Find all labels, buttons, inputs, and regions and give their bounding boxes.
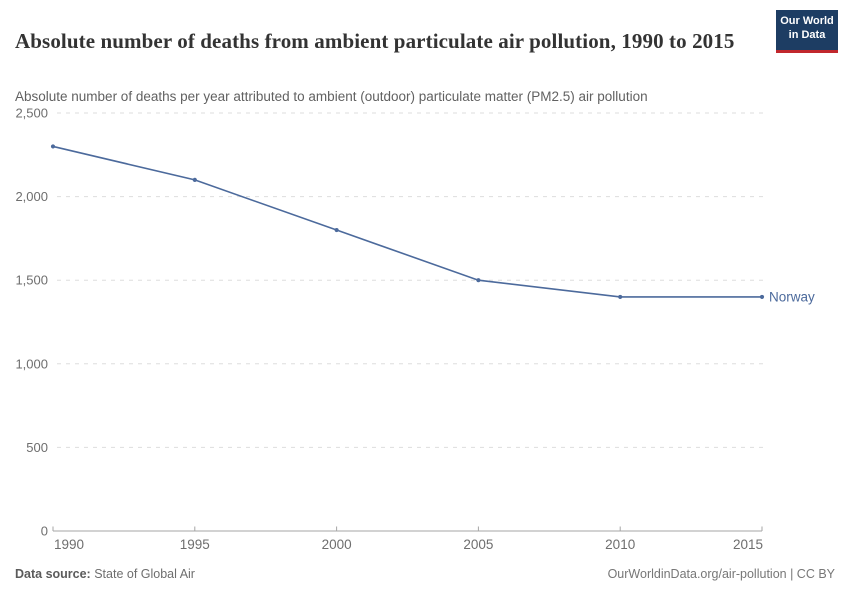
line-series-norway[interactable] [52, 145, 762, 298]
y-tick-label: 500 [26, 440, 48, 455]
data-point[interactable] [334, 227, 339, 233]
data-source-value: State of Global Air [94, 567, 195, 581]
x-tick-label: 2010 [605, 537, 635, 552]
series-label-norway[interactable]: Norway [769, 289, 815, 304]
chart-footer: Data source: State of Global Air OurWorl… [15, 567, 835, 581]
data-source-label: Data source: [15, 567, 91, 581]
y-tick-label: 1,500 [15, 273, 48, 288]
data-point[interactable] [192, 177, 197, 182]
x-tick-label: 1995 [180, 537, 210, 552]
data-point[interactable] [618, 294, 623, 300]
x-tick-label: 2000 [322, 537, 352, 552]
x-tick-label: 2005 [463, 537, 493, 552]
owid-logo-line2: in Data [788, 28, 826, 41]
owid-logo[interactable]: Our World in Data [776, 10, 838, 53]
y-tick-label: 1,000 [15, 356, 48, 371]
chart-svg: 0 500 1,000 1,500 2,000 2,500 1990 1995 2000 2005… [15, 106, 815, 553]
x-tick-label: 2015 [733, 537, 763, 552]
y-tick-label: 2,500 [15, 106, 48, 121]
chart-title: Absolute number of deaths from ambient p… [15, 29, 735, 54]
data-point[interactable] [50, 144, 56, 149]
x-tick-label: 1990 [54, 537, 84, 552]
data-point[interactable] [476, 278, 481, 283]
y-tick-label: 2,000 [15, 189, 48, 204]
y-tick-label: 0 [41, 524, 48, 539]
credit-link[interactable]: OurWorldinData.org/air-pollution | CC BY [607, 567, 835, 581]
chart-subtitle: Absolute number of deaths per year attri… [15, 88, 648, 104]
chart-plot-area: 0 500 1,000 1,500 2,000 2,500 1990 1995 2000 2005… [0, 100, 850, 560]
owid-logo-line1: Our World [780, 15, 834, 27]
data-point[interactable] [759, 294, 765, 300]
data-source-note: Data source: State of Global Air [15, 567, 195, 581]
